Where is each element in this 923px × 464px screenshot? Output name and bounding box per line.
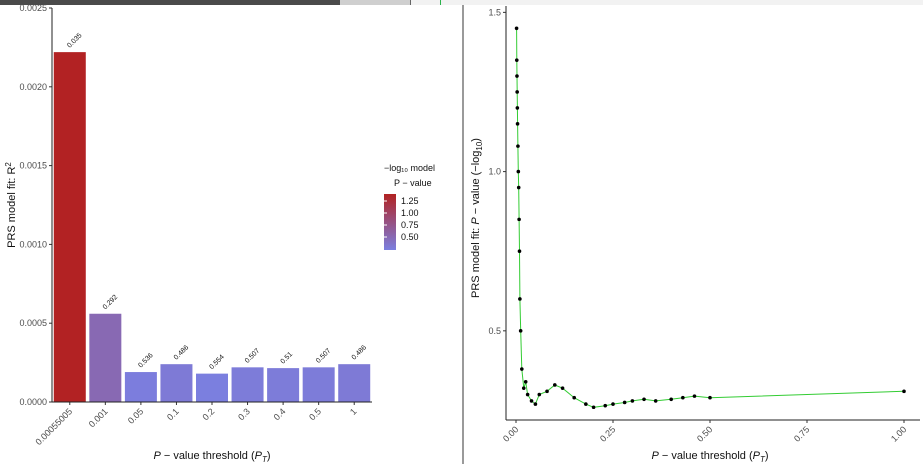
bar <box>53 52 86 403</box>
scatter-points <box>514 26 906 410</box>
y-tick-label: 0.0000 <box>19 397 47 407</box>
scatter-axes <box>503 6 920 423</box>
scatter-tick-labels: 0.5 1.0 1.5 0.00 0.25 0.50 0.75 1.00 <box>488 7 908 443</box>
scatter-point <box>669 397 673 402</box>
scatter-series-line <box>516 28 905 408</box>
legend-entry: 1.25 <box>401 196 419 206</box>
scatter-point <box>518 297 522 301</box>
y-tick-label: 0.0015 <box>19 161 47 171</box>
scatter-point <box>523 379 528 384</box>
legend-title-line1: −log₁₀ model <box>384 163 435 173</box>
bar-y-axis-title: PRS model fit: R2 <box>4 162 18 248</box>
scatter-point <box>653 399 658 403</box>
scatter-point <box>516 169 521 174</box>
bar-chart-axes <box>49 7 372 405</box>
legend-entry: 0.75 <box>401 220 419 230</box>
scatter-point <box>518 329 523 333</box>
tab-strip-dark <box>0 0 340 5</box>
tab-separator <box>410 0 411 5</box>
scatter-point <box>692 394 697 398</box>
scatter-x-tick-label: 0.50 <box>695 424 714 443</box>
scatter-point <box>516 185 521 190</box>
bar <box>302 367 335 402</box>
y-tick-label: 0.0020 <box>19 82 47 92</box>
bar <box>231 367 264 402</box>
scatter-point <box>611 402 615 406</box>
scatter-point <box>517 217 521 222</box>
scatter-x-tick-label: 0.25 <box>598 424 617 443</box>
scatter-point <box>515 90 519 94</box>
scatter-point <box>517 249 522 254</box>
scatter-point <box>572 395 576 400</box>
bar <box>267 368 300 402</box>
scatter-point <box>681 395 685 400</box>
right-plot-panel <box>464 5 923 464</box>
y-tick-label: 0.0005 <box>19 318 47 328</box>
scatter-line <box>516 28 905 408</box>
scatter-point <box>525 392 530 397</box>
scatter-point <box>591 405 596 410</box>
scatter-y-tick-label: 1.0 <box>488 167 501 177</box>
scatter-point <box>622 400 627 405</box>
scatter-point <box>553 383 557 387</box>
window-top-bar <box>0 0 923 5</box>
scatter-x-axis-title: P − value threshold (PT) <box>651 450 768 464</box>
bar <box>160 364 193 402</box>
scatter-point <box>514 26 519 31</box>
scatter-x-tick-label: 0.75 <box>792 424 811 443</box>
scatter-point <box>584 402 588 406</box>
scatter-x-tick-label: 0.00 <box>501 424 520 443</box>
scatter-point <box>537 392 542 397</box>
scatter-point <box>630 399 635 403</box>
x-tick-label: 1 <box>348 406 359 417</box>
scatter-y-tick-label: 0.5 <box>488 326 501 336</box>
bar <box>338 364 371 402</box>
scatter-point <box>902 389 906 394</box>
scatter-point <box>515 122 520 126</box>
scatter-y-axis-title: PRS model fit: P − value (−log10) <box>470 138 484 298</box>
bar <box>196 373 228 402</box>
scatter-point <box>533 402 538 406</box>
bar <box>89 313 122 402</box>
scatter-point <box>515 106 520 110</box>
scatter-point <box>520 367 524 371</box>
bar <box>124 372 157 402</box>
scatter-x-tick-label: 1.00 <box>889 424 908 443</box>
color-legend: −log₁₀ model P − value 1.25 1.00 0.75 0.50 <box>384 163 435 250</box>
tab-marker <box>440 0 441 5</box>
scatter-point <box>708 395 712 400</box>
bar-chart-bars <box>53 52 371 403</box>
y-tick-label: 0.0010 <box>19 239 47 249</box>
panel-divider <box>462 5 464 464</box>
scatter-point <box>642 397 646 402</box>
scatter-point <box>516 144 520 148</box>
legend-color-bar <box>384 194 396 250</box>
scatter-point <box>529 399 534 403</box>
tab-strip-mid <box>340 0 410 5</box>
scatter-point <box>603 403 608 408</box>
scatter-point <box>515 74 519 78</box>
bar-x-axis-title: P − value threshold (PT) <box>153 450 270 464</box>
y-tick-label: 0.0025 <box>19 3 47 13</box>
scatter-point <box>545 389 549 394</box>
scatter-point <box>560 386 565 390</box>
scatter-point <box>514 58 519 62</box>
scatter-point <box>521 386 526 390</box>
legend-entry: 0.50 <box>401 232 419 242</box>
legend-entry: 1.00 <box>401 208 419 218</box>
legend-title-line2: P − value <box>394 178 432 188</box>
scatter-y-tick-label: 1.5 <box>488 7 501 17</box>
